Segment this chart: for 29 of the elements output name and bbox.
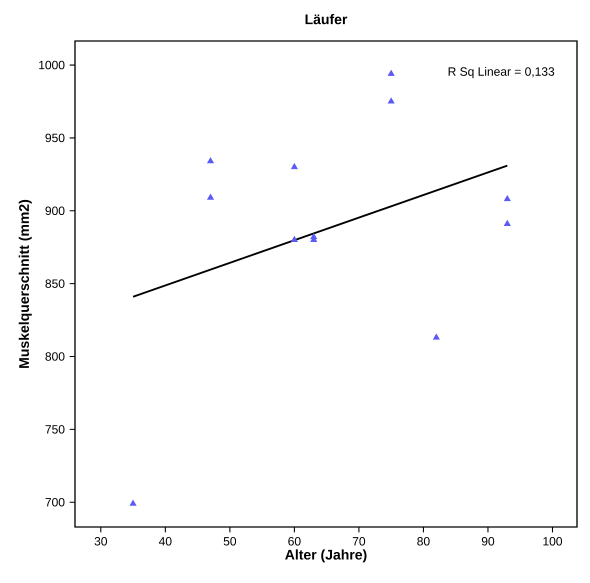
point xyxy=(388,70,395,76)
x-tick-label: 60 xyxy=(288,537,301,546)
x-tick-label: 40 xyxy=(158,537,172,546)
x-tick-label: 100 xyxy=(543,537,562,546)
point xyxy=(504,195,511,202)
x-tick-label: 70 xyxy=(352,537,366,546)
point xyxy=(130,500,136,506)
y-tick-label: 1000 xyxy=(39,60,64,70)
point xyxy=(291,163,298,170)
point xyxy=(388,98,395,104)
y-tick-label: 900 xyxy=(46,206,64,216)
point xyxy=(207,157,214,164)
x-tick-label: 50 xyxy=(224,537,236,546)
x-axis-title: Alter (Jahre) xyxy=(285,549,366,562)
x-tick-label: 80 xyxy=(417,537,430,546)
y-tick-label: 950 xyxy=(46,134,64,142)
point xyxy=(432,334,440,340)
y-tick-label: 750 xyxy=(46,425,64,434)
point xyxy=(207,194,214,200)
y-tick-label: 850 xyxy=(45,279,64,288)
annotation: R Sq Linear = 0,133 xyxy=(448,66,554,78)
x-tick-label: 30 xyxy=(94,537,108,546)
y-tick-label: 800 xyxy=(45,352,64,361)
point xyxy=(291,236,298,242)
chart-title: Läufer xyxy=(306,14,348,24)
point xyxy=(504,220,511,226)
y-axis-title: Muskelquerschnitt (mm2) xyxy=(18,200,32,368)
y-tick-label: 700 xyxy=(46,498,64,506)
x-tick-label: 90 xyxy=(482,537,494,546)
